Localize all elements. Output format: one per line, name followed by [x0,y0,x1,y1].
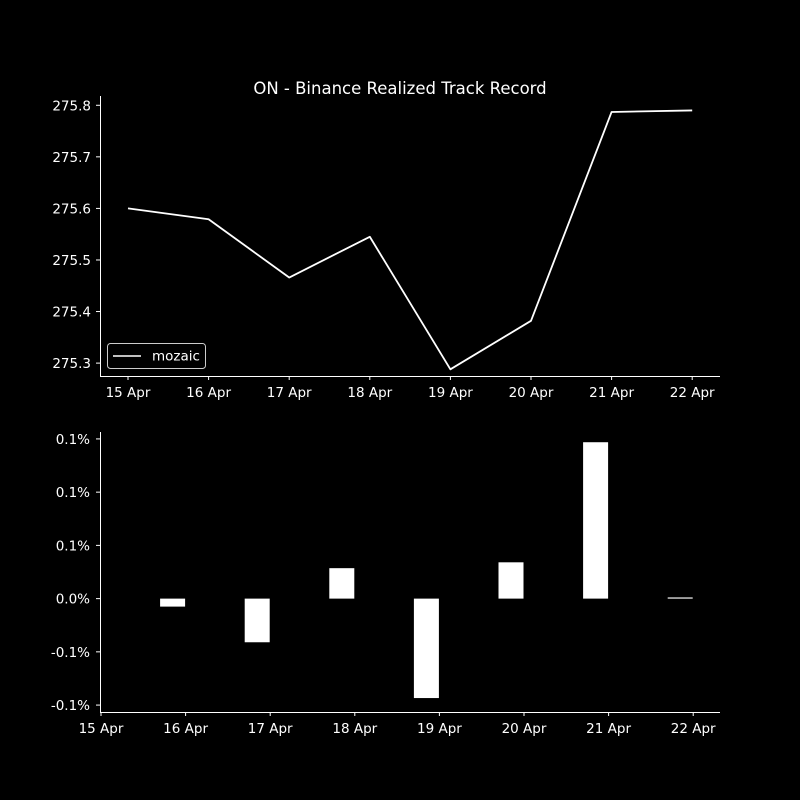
x-tick-label: 21 Apr [586,721,631,737]
x-tick-label: 20 Apr [509,385,554,401]
bar-2024-04-17 [244,598,270,643]
bar-2024-04-20 [498,562,524,599]
bar-2024-04-19 [413,598,439,699]
y-tick-label: 275.4 [52,305,91,321]
line-chart-y-ticks: 275.3 275.4 275.5 275.6 275.7 275.8 [52,98,100,372]
line-chart-x-ticks: 15 Apr 16 Apr 17 Apr 18 Apr 19 Apr 20 Apr 21 A… [106,376,715,401]
x-tick-label: 15 Apr [79,721,124,737]
line-chart-series [127,109,693,371]
bar-2024-04-22 [667,597,693,599]
x-tick-label: 19 Apr [417,721,462,737]
y-tick-label: 0.1% [56,538,90,554]
x-tick-label: 20 Apr [502,721,547,737]
y-tick-label: 275.8 [52,98,91,114]
x-tick-label: 22 Apr [670,385,715,401]
chart-title: ON - Binance Realized Track Record [253,79,546,98]
bar-2024-04-21 [583,442,609,599]
line-chart-axes [100,96,720,377]
legend: mozaic [107,343,206,369]
y-tick-label: 0.0% [56,592,90,608]
x-tick-label: 17 Apr [267,385,312,401]
bar-chart-y-ticks: -0.1% -0.1% 0.0% 0.1% 0.1% 0.1% [51,432,100,714]
x-tick-label: 19 Apr [428,385,473,401]
x-tick-label: 21 Apr [589,385,634,401]
series-line-mozaic [127,109,693,371]
bar-chart-x-ticks: 15 Apr 16 Apr 17 Apr 18 Apr 19 Apr 20 Apr 21 A… [79,712,716,737]
y-tick-label: 275.5 [52,253,91,269]
bar-2024-04-18 [329,568,355,599]
x-tick-label: 15 Apr [106,385,151,401]
bar-chart: -0.1%-0.1%0.0%0.1%0.1%0.1% 15 Apr 16 Apr 1… [51,432,720,737]
x-tick-label: 22 Apr [671,721,716,737]
y-tick-label: -0.1% [51,698,90,714]
x-tick-label: 18 Apr [332,721,377,737]
y-tick-label: 275.7 [52,150,91,166]
legend-label: mozaic [152,349,200,365]
x-tick-label: 16 Apr [186,385,231,401]
y-tick-label: -0.1% [51,645,90,661]
y-tick-label: 275.3 [52,356,91,372]
bar-chart-bars [160,442,693,699]
y-tick-label: 0.1% [56,432,90,448]
legend-box [107,343,206,369]
bar-2024-04-16 [160,598,186,607]
y-tick-label: 0.1% [56,485,90,501]
x-tick-label: 18 Apr [347,385,392,401]
y-tick-label: 275.6 [52,201,91,217]
line-chart: ON - Binance Realized Track Record 275.3… [52,79,720,401]
x-tick-label: 17 Apr [248,721,293,737]
x-tick-label: 16 Apr [163,721,208,737]
bar-chart-axes [100,432,720,713]
